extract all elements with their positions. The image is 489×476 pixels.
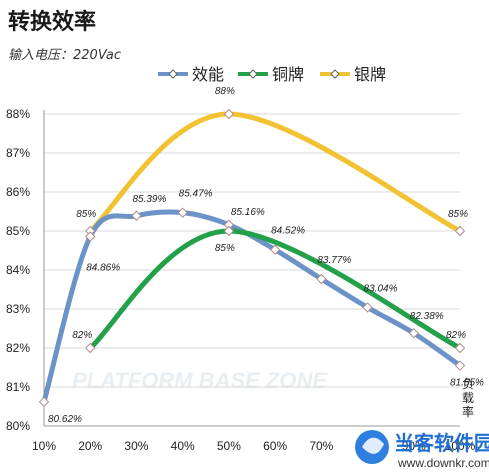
data-label: 82%	[446, 330, 466, 341]
x-tick-label: 40%	[171, 439, 195, 453]
x-axis-title-char: 率	[462, 404, 474, 419]
data-label: 84.52%	[271, 226, 305, 237]
chart-subtitle: 输入电压：220Vac	[8, 48, 121, 63]
watermark-layer: PLATFORM BASE ZONE	[72, 368, 328, 393]
data-point-marker	[454, 342, 466, 354]
data-label: 85%	[215, 243, 235, 254]
data-point-marker	[316, 273, 327, 285]
legend-marker	[168, 69, 178, 79]
x-tick-label: 100%	[445, 439, 476, 453]
grid	[44, 113, 460, 388]
data-point-marker	[85, 342, 96, 354]
data-labels: 85% 88% 85% 80.62% 84.86% 85.39% 85.47% 85.16% 8…	[48, 86, 484, 425]
axes: 80% 81% 82% 83% 84% 85% 86% 87% 88% 10% 20% 30% 40% 5…	[6, 107, 476, 453]
data-label: 85%	[76, 209, 96, 220]
data-label: 85.47%	[179, 189, 213, 200]
y-tick-label: 83%	[6, 302, 30, 316]
data-label: 83.77%	[317, 255, 351, 266]
data-point-marker	[454, 225, 466, 237]
data-label: 88%	[215, 86, 235, 97]
y-tick-label: 86%	[6, 185, 30, 199]
data-label: 85%	[448, 209, 468, 220]
data-label: 82.38%	[410, 311, 444, 322]
data-label: 82%	[72, 330, 92, 341]
legend-label: 效能	[192, 65, 224, 84]
x-tick-label: 90%	[402, 439, 426, 453]
legend-label: 银牌	[354, 65, 386, 84]
data-point-marker	[223, 108, 235, 120]
watermark-text: PLATFORM BASE ZONE	[72, 368, 328, 393]
legend-label: 铜牌	[272, 65, 304, 84]
data-point-marker	[362, 302, 373, 313]
x-tick-label: 60%	[263, 439, 287, 453]
data-label: 84.86%	[86, 262, 120, 273]
x-axis-title-char: 负	[462, 377, 474, 391]
data-point-marker	[131, 210, 142, 221]
x-tick-label: 70%	[309, 439, 333, 453]
legend: 效能 铜牌 银牌	[158, 65, 386, 84]
site-logo-swirl	[362, 437, 384, 454]
data-point-marker	[223, 225, 235, 237]
x-tick-label: 50%	[217, 439, 241, 453]
y-tick-label: 85%	[6, 224, 30, 238]
y-tick-label: 84%	[6, 263, 30, 277]
x-tick-label: 30%	[124, 439, 148, 453]
y-tick-label: 80%	[6, 419, 30, 433]
data-point-marker	[454, 360, 466, 371]
data-label: 85.16%	[231, 207, 265, 218]
data-point-marker	[38, 396, 50, 408]
data-point-marker	[269, 244, 281, 255]
data-label: 80.62%	[48, 414, 82, 425]
data-label: 83.04%	[364, 283, 398, 294]
legend-marker	[330, 69, 340, 79]
y-tick-label: 87%	[6, 146, 30, 160]
data-label: 81.55%	[450, 378, 484, 389]
y-tick-label: 82%	[6, 341, 30, 355]
data-point-marker	[177, 207, 188, 218]
site-logo-url: www.downkr.com	[397, 456, 489, 470]
y-tick-label: 81%	[6, 380, 30, 394]
x-tick-label: 20%	[78, 439, 102, 453]
chart-title: 转换效率	[8, 10, 97, 35]
y-tick-label: 88%	[6, 107, 30, 121]
data-point-marker	[85, 231, 96, 242]
x-axis-title-char: 载	[462, 391, 474, 405]
series-layer	[38, 108, 466, 408]
x-tick-label: 10%	[32, 439, 56, 453]
legend-marker	[248, 69, 258, 79]
site-logo-name: 当客软件园	[394, 431, 489, 455]
data-point-marker	[408, 327, 419, 339]
data-label: 85.39%	[132, 194, 166, 205]
